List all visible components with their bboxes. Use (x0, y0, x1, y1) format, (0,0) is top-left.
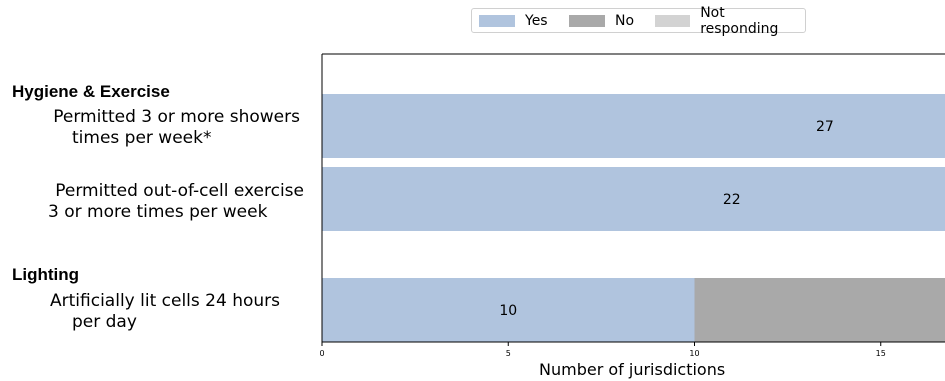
bar-no-3 (694, 278, 945, 342)
legend-swatch-not-responding (655, 15, 691, 27)
group-label-hygiene-exercise: Hygiene & Exercise (12, 82, 170, 101)
legend-swatch-yes (479, 15, 515, 27)
row-label-lighting-line1: Artificially lit cells 24 hours (50, 291, 280, 311)
legend-label-yes: Yes (525, 13, 548, 29)
x-tick-label-10: 10 (689, 349, 699, 358)
row-label-showers: Permitted 3 or more showers times per we… (0, 107, 300, 149)
x-axis-label: Number of jurisdictions (539, 360, 726, 379)
data-label-yes-1: 27 (816, 119, 834, 135)
chart-legend: Yes No Not responding (471, 5, 806, 37)
data-label-yes-3: 10 (499, 303, 517, 319)
legend-item-not-responding: Not responding (655, 5, 805, 37)
row-label-exercise: Permitted out-of-cell exercise 3 or more… (4, 181, 304, 223)
group-label-lighting: Lighting (12, 265, 80, 284)
legend-swatch-no (569, 15, 605, 27)
legend-item-yes: Yes (479, 13, 548, 29)
x-tick-label-15: 15 (876, 349, 886, 358)
legend-item-no: No (569, 13, 634, 29)
x-tick-label-5: 5 (506, 349, 511, 358)
row-label-exercise-line1: Permitted out-of-cell exercise (55, 181, 304, 201)
legend-label-not-responding: Not responding (700, 5, 779, 37)
x-tick-label-0: 0 (319, 349, 324, 358)
row-label-exercise-line2: 3 or more times per week (48, 202, 268, 222)
legend-label-no: No (615, 13, 635, 29)
row-label-lighting: Artificially lit cells 24 hours per day (0, 291, 280, 333)
bar-yes-2 (322, 167, 945, 231)
data-label-yes-2: 22 (723, 192, 741, 208)
row-label-showers-line1: Permitted 3 or more showers (53, 107, 300, 127)
bar-yes-3 (322, 278, 695, 342)
row-label-showers-line2: times per week* (72, 128, 212, 148)
row-label-lighting-line2: per day (72, 312, 137, 332)
bar-yes-1 (322, 94, 945, 158)
